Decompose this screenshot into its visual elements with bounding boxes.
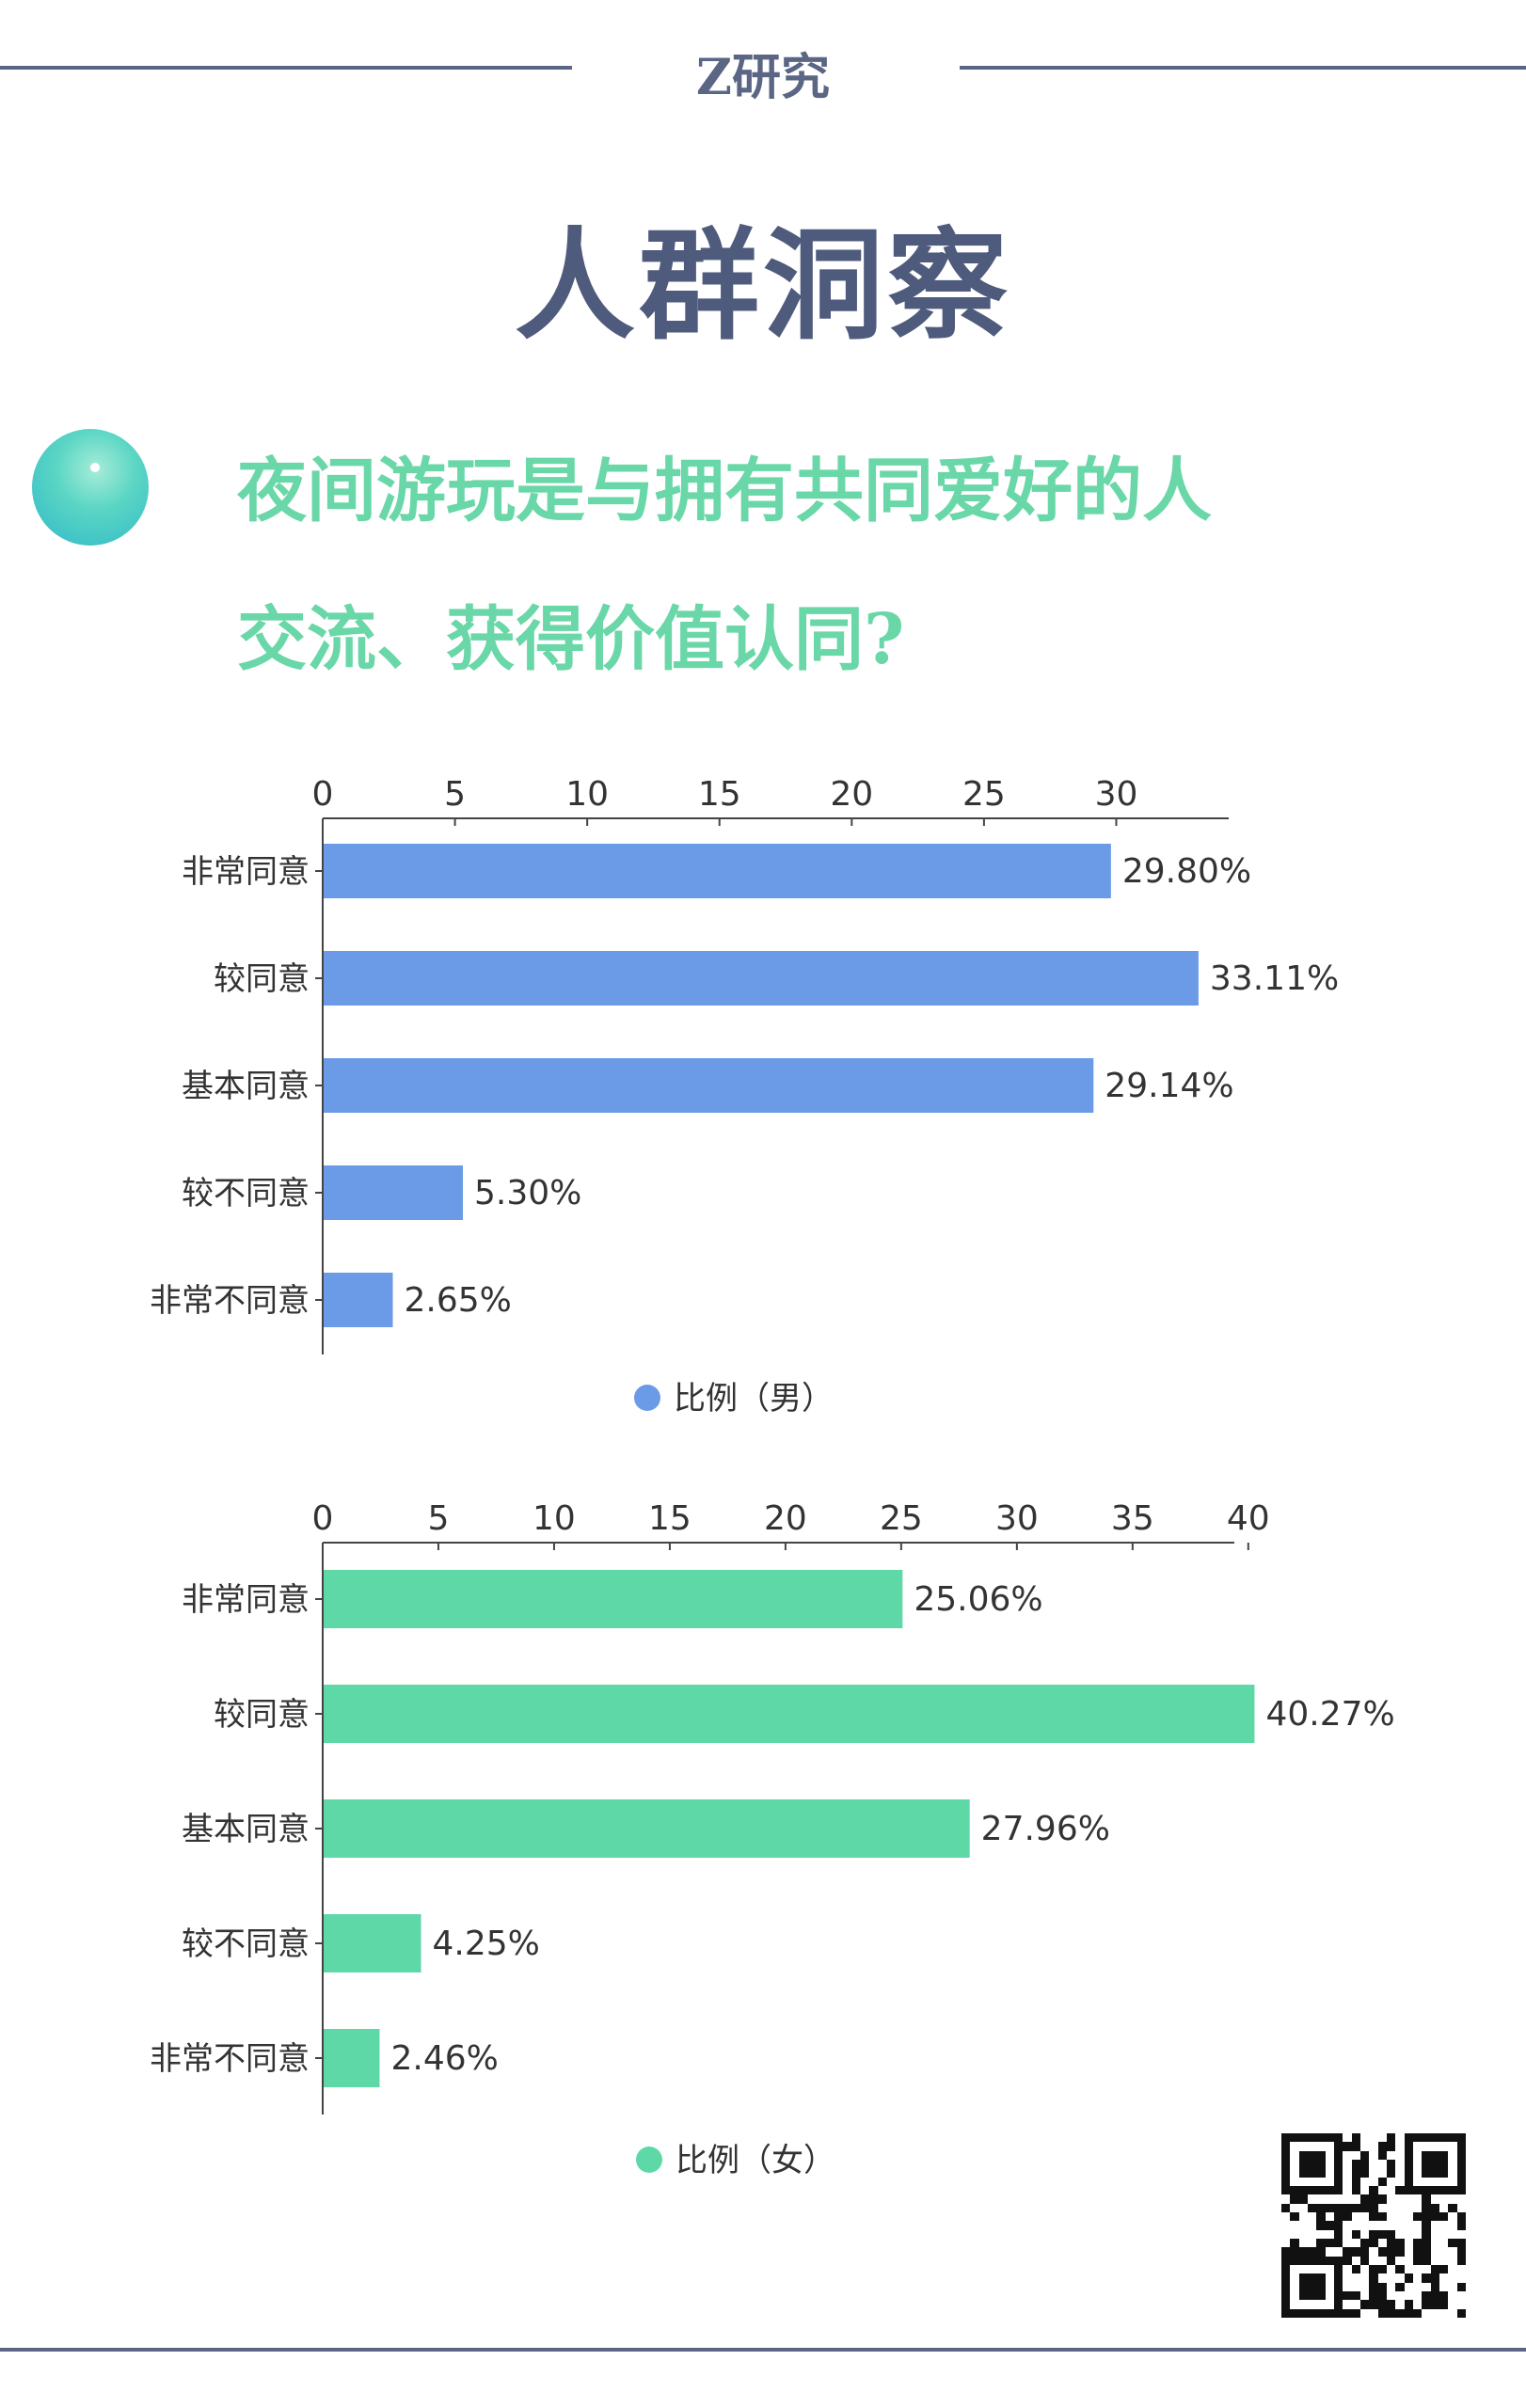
bar [324,1165,464,1220]
category-label: 非常不同意 [150,2040,310,2078]
category-label: 较同意 [214,960,310,998]
category-label: 较不同意 [182,1925,310,1963]
bar [324,1799,970,1858]
x-tick-label: 0 [312,775,334,814]
category-label: 非常不同意 [150,1282,310,1320]
category-label: 基本同意 [182,1811,310,1848]
category-label: 基本同意 [182,1068,310,1105]
female-bar-chart: 0 5 10 15 20 25 30 35 40 非常同意 25.06% 较同意 40.27% 基本同意 2… [150,1499,1395,2179]
data-label: 33.11% [1210,959,1339,998]
category-label: 非常同意 [182,853,310,891]
x-tick-label: 30 [995,1499,1039,1538]
bullet-dot-highlight [90,463,100,472]
bar [324,1914,421,1972]
data-label: 25.06% [914,1580,1042,1619]
top-rule-left [0,66,572,70]
bar [324,844,1111,898]
x-tick-label: 35 [1111,1499,1154,1538]
data-label: 27.96% [981,1810,1110,1848]
data-label: 4.25% [433,1925,540,1963]
data-label: 40.27% [1265,1695,1394,1734]
x-tick-label: 10 [533,1499,576,1538]
bar [324,1273,393,1327]
top-rule-right [960,66,1526,70]
bar [324,1058,1094,1113]
x-tick-label: 5 [444,775,466,814]
x-tick-label: 30 [1095,775,1138,814]
question-line-1: 夜间游玩是与拥有共同爱好的人 [237,451,1212,531]
question-line-2: 交流、获得价值认同? [237,599,905,680]
x-tick-label: 5 [428,1499,450,1538]
data-label: 2.46% [391,2039,499,2078]
legend-marker [636,2147,662,2173]
bar [324,2029,380,2087]
page-title: 人群洞察 [514,215,1011,356]
bar [324,1570,903,1628]
qr-code-icon [1281,2133,1466,2318]
x-tick-label: 20 [764,1499,807,1538]
x-tick-label: 25 [962,775,1006,814]
bullet-dot-icon [32,429,149,546]
x-tick-label: 0 [312,1499,334,1538]
legend-label: 比例（男） [674,1380,834,1418]
legend-marker [634,1385,660,1411]
legend-label: 比例（女） [676,2142,835,2179]
bar [324,1685,1255,1743]
x-tick-label: 10 [565,775,609,814]
bar [324,951,1199,1006]
male-bar-chart: 0 5 10 15 20 25 30 非常同意 29.80% 较同意 33.11% 基本同意 29.14… [150,775,1339,1418]
x-tick-label: 15 [698,775,741,814]
bottom-rule [0,2348,1526,2352]
x-tick-label: 15 [648,1499,691,1538]
category-label: 非常同意 [182,1581,310,1619]
data-label: 5.30% [474,1174,581,1212]
x-tick-label: 25 [880,1499,923,1538]
brand-name: Z研究 [696,49,830,106]
data-label: 29.80% [1122,852,1251,891]
category-label: 较同意 [214,1696,310,1734]
data-label: 2.65% [405,1281,512,1320]
category-label: 较不同意 [182,1175,310,1212]
data-label: 29.14% [1105,1067,1233,1105]
x-tick-label: 20 [830,775,873,814]
x-tick-label: 40 [1227,1499,1270,1538]
